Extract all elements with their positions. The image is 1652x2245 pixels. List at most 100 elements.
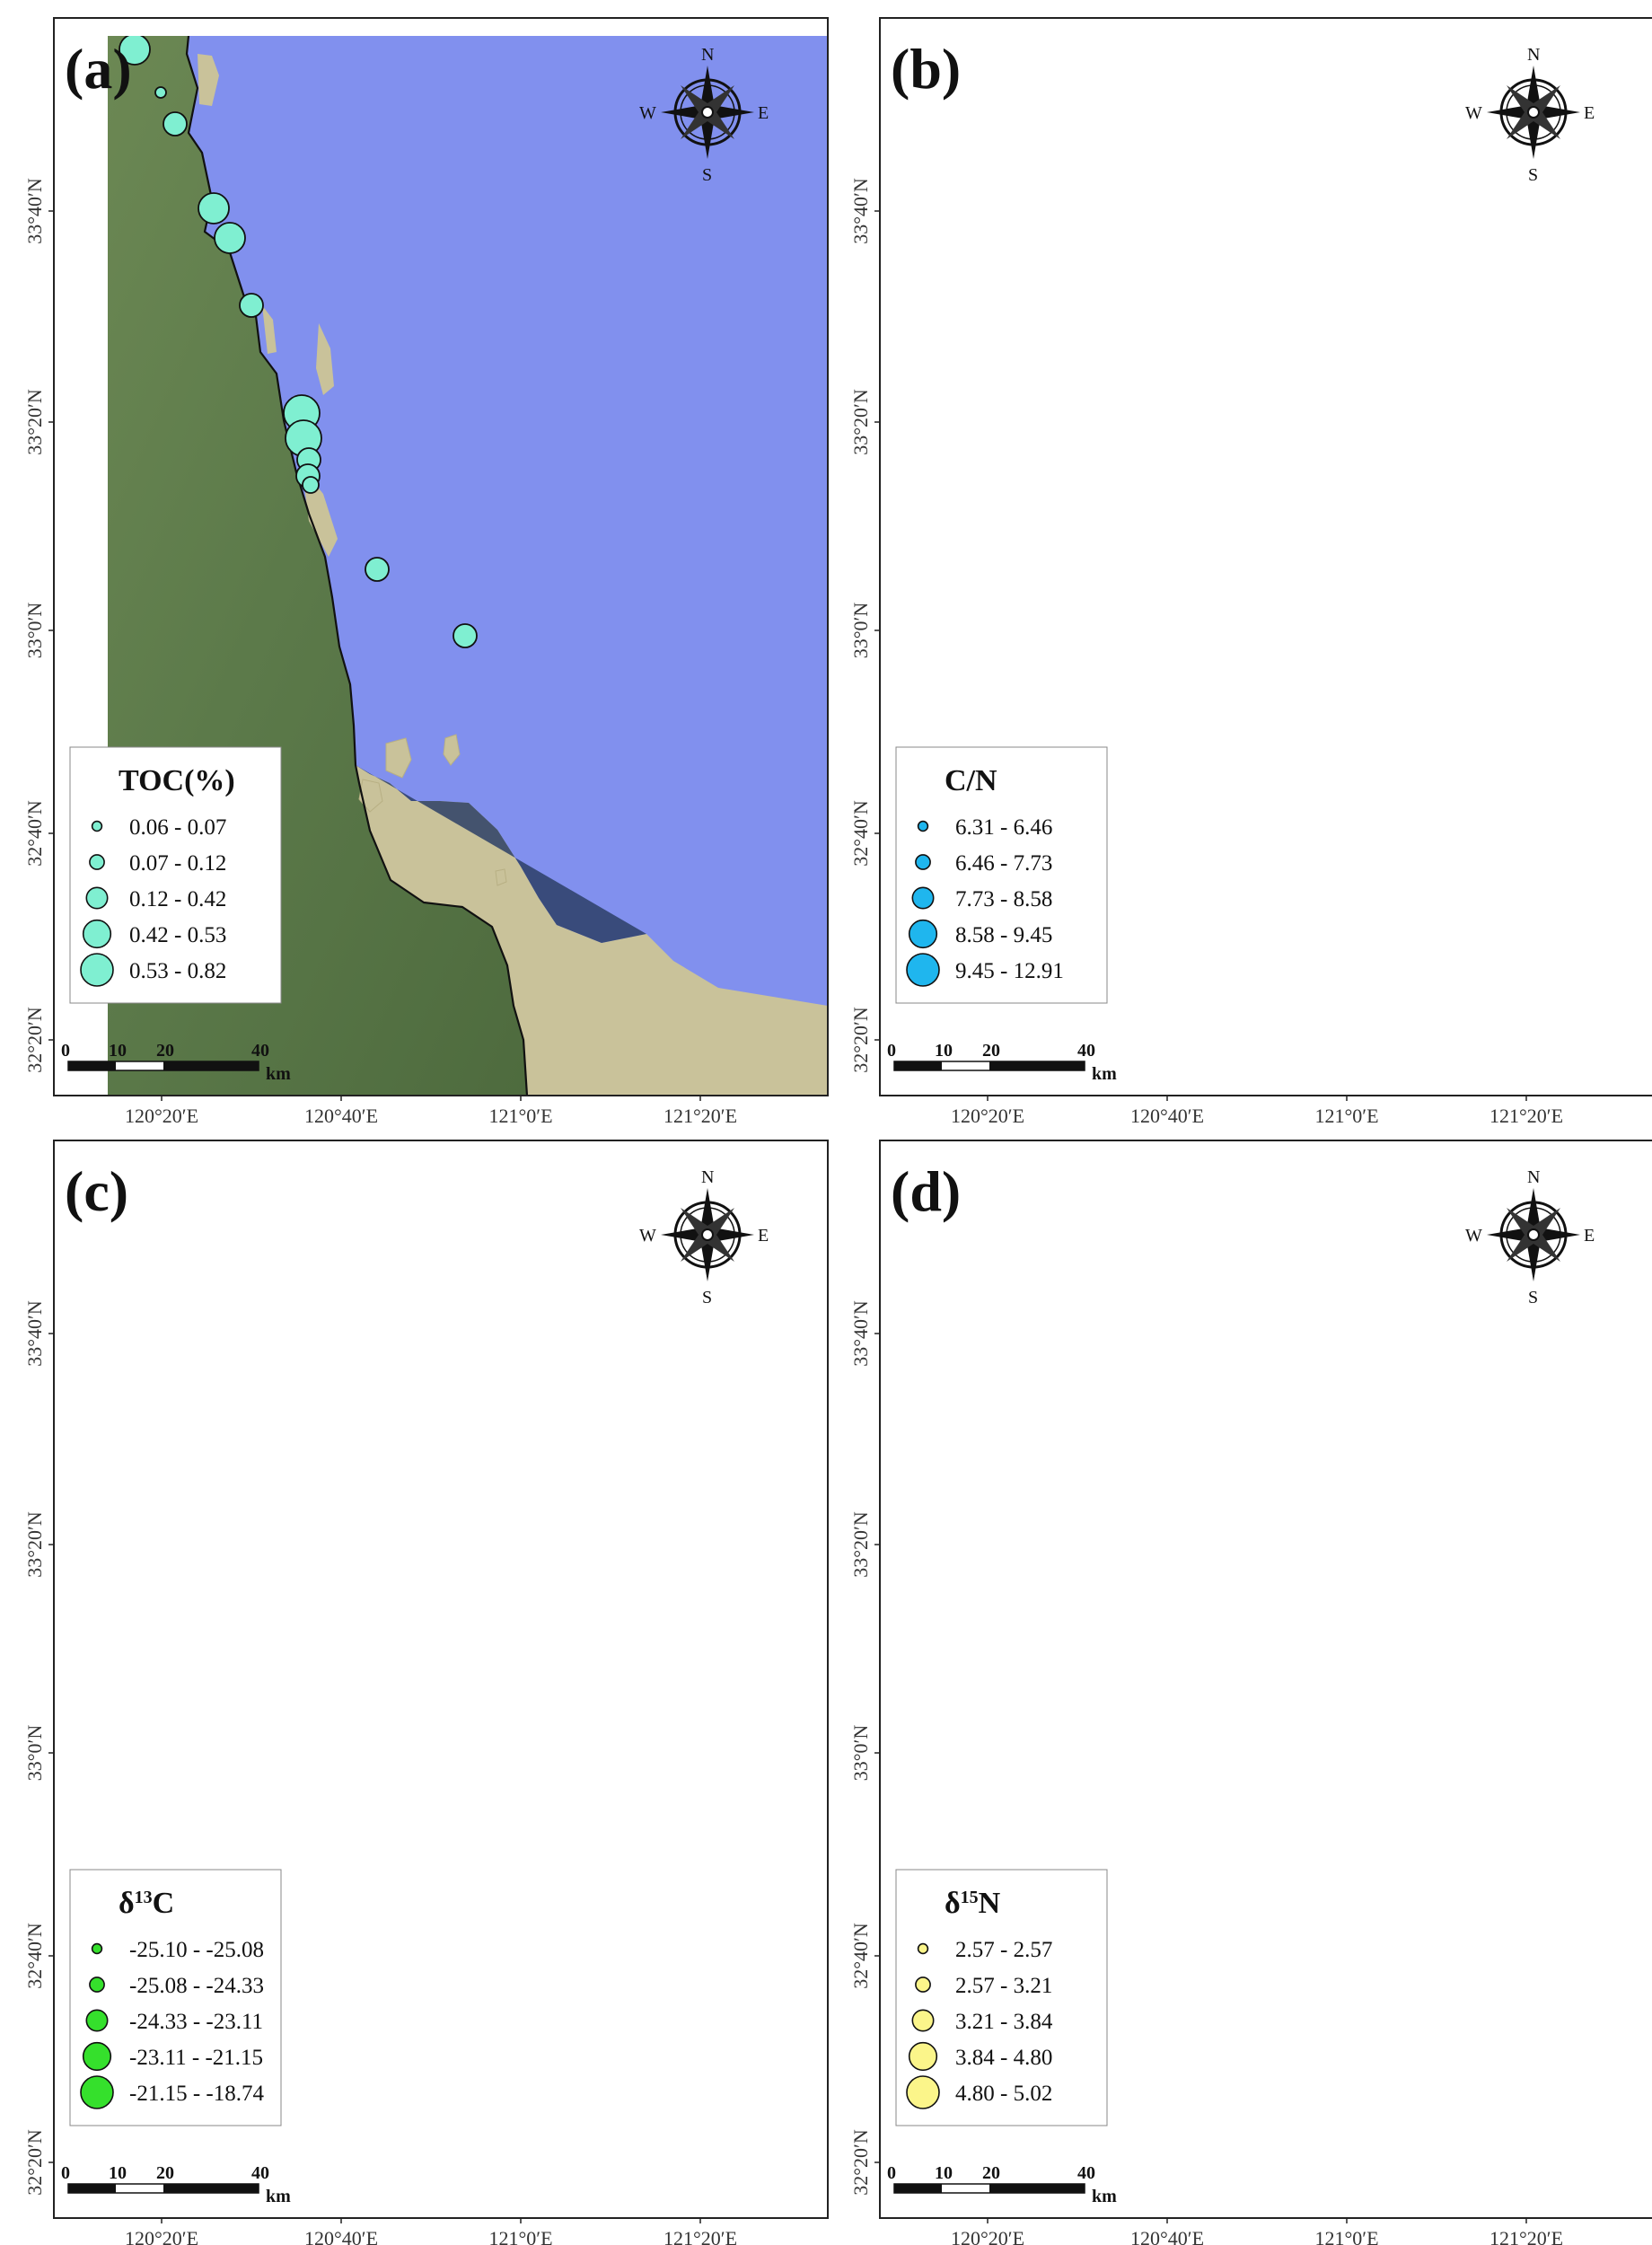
legend-class-label: 0.07 - 0.12: [129, 851, 226, 876]
sample-site-marker: [365, 557, 390, 582]
sand-island: [385, 737, 412, 779]
scale-bar-segment: [163, 1061, 259, 1070]
legend-class-label: -21.15 - -18.74: [129, 2082, 264, 2106]
lon-tick-label: 121°0′E: [1314, 2227, 1378, 2245]
legend-symbol: [85, 2009, 109, 2032]
sample-site-marker: [214, 222, 246, 254]
compass-letter-s: S: [702, 1288, 712, 1307]
scale-tick-label: 20: [156, 2163, 174, 2183]
lat-tick-label: 33°20′N: [23, 389, 46, 455]
legend-class-label: 3.21 - 3.84: [955, 2010, 1053, 2034]
legend: TOC(%) 0.06 - 0.07 0.07 - 0.12 0.12 - 0.42 0…: [69, 746, 282, 1004]
compass-rose-icon: N S E W: [639, 45, 769, 185]
legend-class-label: 7.73 - 8.58: [955, 887, 1052, 911]
scale-bar-segment: [894, 1061, 942, 1070]
scale-unit: km: [1092, 1064, 1117, 1084]
legend-title-sup: 13: [135, 1888, 153, 1907]
map-panel: (a) N S E W TOC(%) 0.06 - 0.07 0.07 - 0.12 0.12 …: [23, 16, 830, 1127]
tidal-flat: [316, 323, 334, 395]
lon-tick-label: 121°20′E: [663, 2227, 737, 2245]
scale-tick-label: 40: [1077, 2163, 1095, 2183]
tidal-flat: [262, 305, 277, 354]
sample-site-marker: [119, 36, 151, 66]
legend-title: TOC(%): [119, 764, 235, 797]
lon-tick-label: 121°0′E: [488, 2227, 552, 2245]
scale-bar-segment: [68, 1061, 116, 1070]
legend-class-label: 2.57 - 2.57: [955, 1938, 1052, 1962]
legend-symbol: [91, 1942, 103, 1955]
lat-tick-label: 33°0′N: [23, 603, 46, 659]
legend-class-label: 8.58 - 9.45: [955, 923, 1052, 947]
scale-bar: 0 10 20 40 km: [887, 2163, 1117, 2206]
legend-title: δ13C: [119, 1887, 174, 1920]
scale-unit: km: [266, 2187, 291, 2206]
scale-tick-label: 20: [156, 1041, 174, 1061]
scale-unit: km: [1092, 2187, 1117, 2206]
scale-bar: 0 10 20 40 km: [61, 2163, 291, 2206]
legend-title-sup: 15: [961, 1888, 979, 1907]
compass-letter-n: N: [701, 45, 714, 65]
legend-class-label: 0.06 - 0.07: [129, 815, 226, 840]
scale-tick-label: 20: [982, 2163, 1000, 2183]
scale-tick-label: 0: [61, 1041, 70, 1061]
scale-tick-label: 10: [109, 1041, 127, 1061]
lon-tick-label: 120°40′E: [1130, 1105, 1204, 1127]
lon-tick-label: 121°20′E: [1489, 1105, 1563, 1127]
map-border: [879, 1140, 1652, 2219]
sample-site-marker: [239, 293, 264, 318]
map-border: [53, 1140, 829, 2219]
legend-title: C/N: [945, 764, 997, 797]
legend-symbol: [917, 1942, 929, 1955]
compass-letter-n: N: [1527, 1167, 1540, 1187]
scale-bar-segment: [989, 1061, 1085, 1070]
sand-island: [358, 779, 383, 813]
panel-label: (c): [65, 1159, 128, 1223]
legend-symbol: [915, 1976, 931, 1993]
lat-tick-label: 33°0′N: [849, 603, 872, 659]
lon-tick-label: 120°40′E: [1130, 2227, 1204, 2245]
scale-tick-label: 10: [935, 1041, 953, 1061]
compass-rose-icon: N S E W: [1465, 45, 1595, 185]
scale-tick-label: 20: [982, 1041, 1000, 1061]
legend: δ13C -25.10 - -25.08 -25.08 - -24.33 -24.33…: [69, 1869, 282, 2126]
lat-tick-label: 33°40′N: [23, 178, 46, 244]
scale-tick-label: 40: [251, 2163, 269, 2183]
scale-tick-label: 10: [109, 2163, 127, 2183]
scale-bar-segment: [894, 2184, 942, 2193]
lon-tick-label: 120°20′E: [125, 2227, 198, 2245]
lat-tick-label: 32°20′N: [23, 1007, 46, 1073]
legend-symbol: [908, 2041, 938, 2072]
legend-class-label: 3.84 - 4.80: [955, 2046, 1052, 2070]
lon-tick-label: 120°40′E: [304, 2227, 378, 2245]
lat-tick-label: 33°20′N: [849, 1511, 872, 1578]
scale-tick-label: 10: [935, 2163, 953, 2183]
compass-rose-icon: N S E W: [1465, 1167, 1595, 1307]
lon-tick-label: 120°20′E: [125, 1105, 198, 1127]
scale-tick-label: 40: [251, 1041, 269, 1061]
legend-symbol: [911, 2009, 935, 2032]
scale-bar: 0 10 20 40 km: [61, 1041, 291, 1084]
lat-tick-label: 33°0′N: [23, 1725, 46, 1782]
legend-title-main: C/N: [945, 764, 997, 797]
scale-tick-label: 0: [887, 2163, 896, 2183]
legend-symbol: [80, 2075, 114, 2109]
panel-label: (b): [891, 37, 961, 101]
legend-title-main: δ: [119, 1887, 135, 1920]
panel-label: (d): [891, 1159, 961, 1223]
sample-site-marker: [163, 111, 188, 136]
legend-class-label: -25.10 - -25.08: [129, 1938, 264, 1962]
legend-symbol: [911, 886, 935, 910]
compass-letter-w: W: [639, 103, 656, 123]
lon-tick-label: 120°20′E: [951, 2227, 1024, 2245]
legend-title-main: δ: [945, 1887, 961, 1920]
estuary-channels: [356, 765, 646, 943]
legend-title-tail: C: [153, 1887, 175, 1920]
scale-bar-segment: [989, 2184, 1085, 2193]
legend-class-label: 6.46 - 7.73: [955, 851, 1052, 876]
legend-class-label: -25.08 - -24.33: [129, 1974, 264, 1998]
legend-symbol: [82, 919, 112, 949]
lat-tick-label: 33°40′N: [849, 1300, 872, 1367]
legend-symbol: [917, 820, 929, 832]
